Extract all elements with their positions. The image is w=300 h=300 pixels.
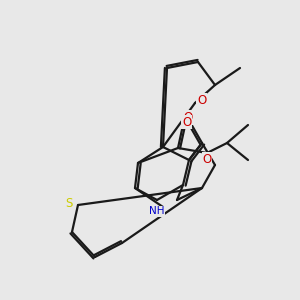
Text: NH: NH <box>149 206 165 216</box>
Text: O: O <box>182 116 191 128</box>
Text: O: O <box>202 153 211 166</box>
Text: O: O <box>197 94 206 107</box>
Text: S: S <box>65 197 73 210</box>
Text: O: O <box>184 111 193 124</box>
